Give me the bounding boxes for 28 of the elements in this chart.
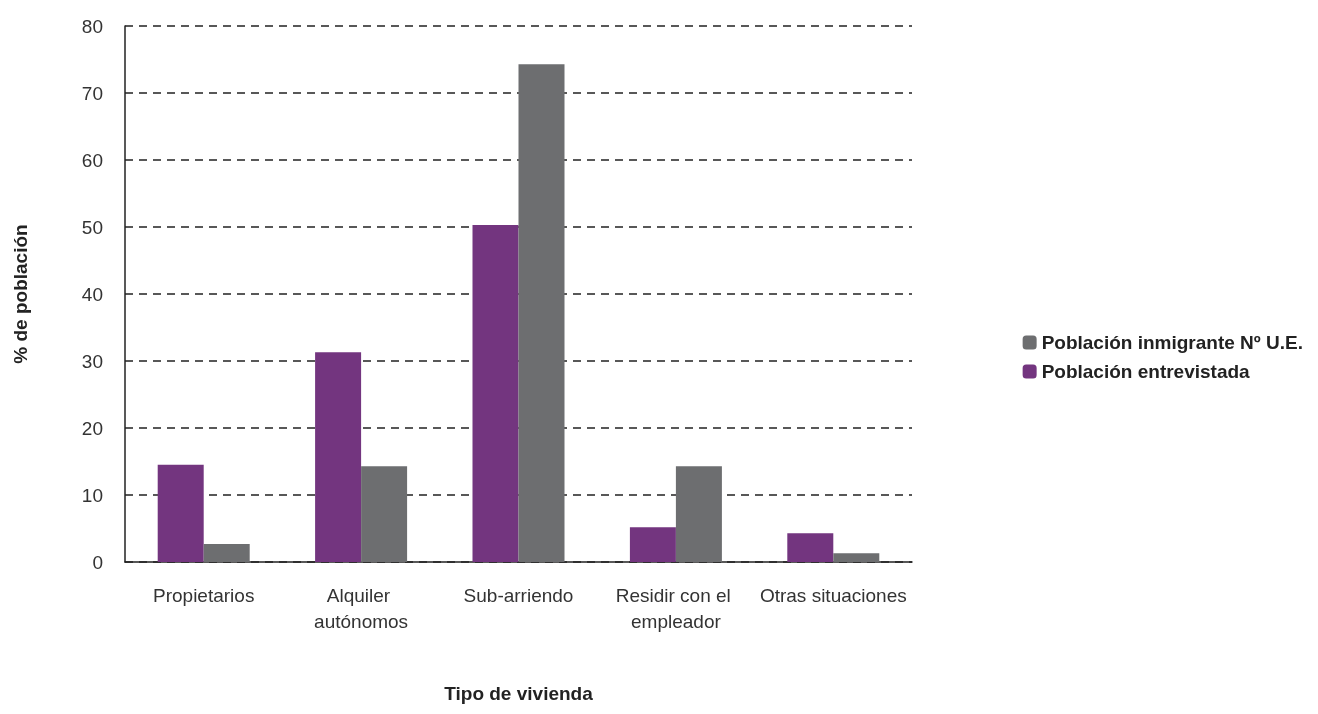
bar	[203, 543, 250, 562]
y-tick-label: 40	[81, 283, 103, 305]
legend-label: Población entrevistada	[1041, 361, 1251, 382]
bar	[518, 64, 565, 562]
x-tick-label: Propietarios	[153, 584, 255, 606]
bar	[675, 466, 722, 562]
bar	[787, 533, 834, 562]
y-tick-label: 10	[81, 484, 103, 506]
bar	[315, 352, 362, 562]
x-tick-label: Residir con el empleador	[615, 584, 737, 632]
bar	[157, 464, 204, 562]
y-tick-label: 70	[81, 82, 103, 104]
y-tick-label: 60	[81, 149, 103, 171]
bar	[833, 553, 880, 562]
bar	[472, 224, 519, 562]
y-tick-label: 0	[92, 551, 103, 573]
y-tick-label: 50	[81, 216, 103, 238]
y-tick-label: 80	[81, 15, 103, 37]
x-tick-label: Alquiler autónomos	[314, 584, 409, 632]
bar	[361, 466, 408, 562]
y-axis-title: % de población	[10, 224, 31, 364]
bar	[629, 527, 676, 562]
legend-label: Población inmigrante Nº U.E.	[1041, 332, 1304, 353]
x-axis-title: Tipo de vivienda	[444, 683, 594, 704]
x-tick-label: Sub-arriendo	[463, 584, 574, 606]
x-tick-label: Otras situaciones	[759, 584, 907, 606]
y-tick-label: 20	[81, 417, 103, 439]
y-tick-label: 30	[81, 350, 103, 372]
